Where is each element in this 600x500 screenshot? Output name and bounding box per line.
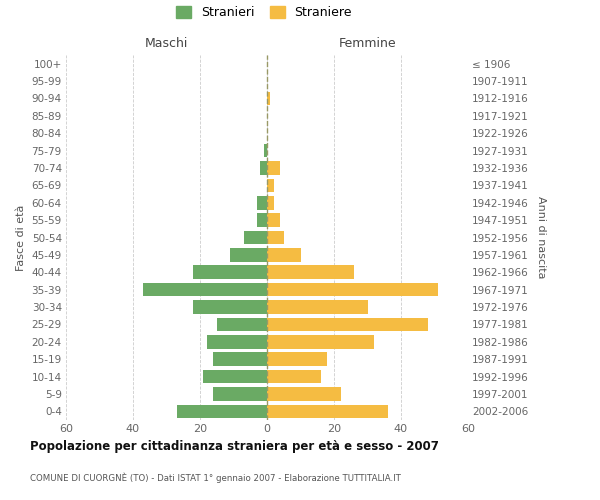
Bar — [206, 335, 267, 348]
Bar — [263, 144, 267, 158]
Text: Femmine: Femmine — [338, 37, 397, 50]
Bar — [267, 161, 280, 175]
Y-axis label: Anni di nascita: Anni di nascita — [536, 196, 545, 279]
Bar — [143, 283, 267, 296]
Bar — [214, 352, 267, 366]
Bar — [267, 387, 341, 400]
Bar — [176, 404, 267, 418]
Bar — [260, 161, 267, 175]
Bar — [244, 230, 267, 244]
Bar — [217, 318, 267, 331]
Bar — [267, 214, 280, 227]
Bar — [267, 196, 274, 209]
Bar — [267, 335, 374, 348]
Bar — [267, 266, 354, 279]
Text: Maschi: Maschi — [145, 37, 188, 50]
Bar — [257, 214, 267, 227]
Y-axis label: Fasce di età: Fasce di età — [16, 204, 26, 270]
Bar — [267, 404, 388, 418]
Bar — [193, 266, 267, 279]
Bar — [230, 248, 267, 262]
Bar — [267, 230, 284, 244]
Bar — [267, 283, 438, 296]
Text: Popolazione per cittadinanza straniera per età e sesso - 2007: Popolazione per cittadinanza straniera p… — [30, 440, 439, 453]
Bar — [267, 318, 428, 331]
Bar — [267, 352, 328, 366]
Bar — [203, 370, 267, 384]
Bar — [193, 300, 267, 314]
Bar — [267, 248, 301, 262]
Bar — [257, 196, 267, 209]
Bar — [267, 370, 320, 384]
Bar — [267, 92, 271, 105]
Text: COMUNE DI CUORGNÈ (TO) - Dati ISTAT 1° gennaio 2007 - Elaborazione TUTTITALIA.IT: COMUNE DI CUORGNÈ (TO) - Dati ISTAT 1° g… — [30, 472, 401, 483]
Bar — [267, 300, 367, 314]
Bar — [214, 387, 267, 400]
Bar — [267, 178, 274, 192]
Legend: Stranieri, Straniere: Stranieri, Straniere — [176, 6, 352, 19]
